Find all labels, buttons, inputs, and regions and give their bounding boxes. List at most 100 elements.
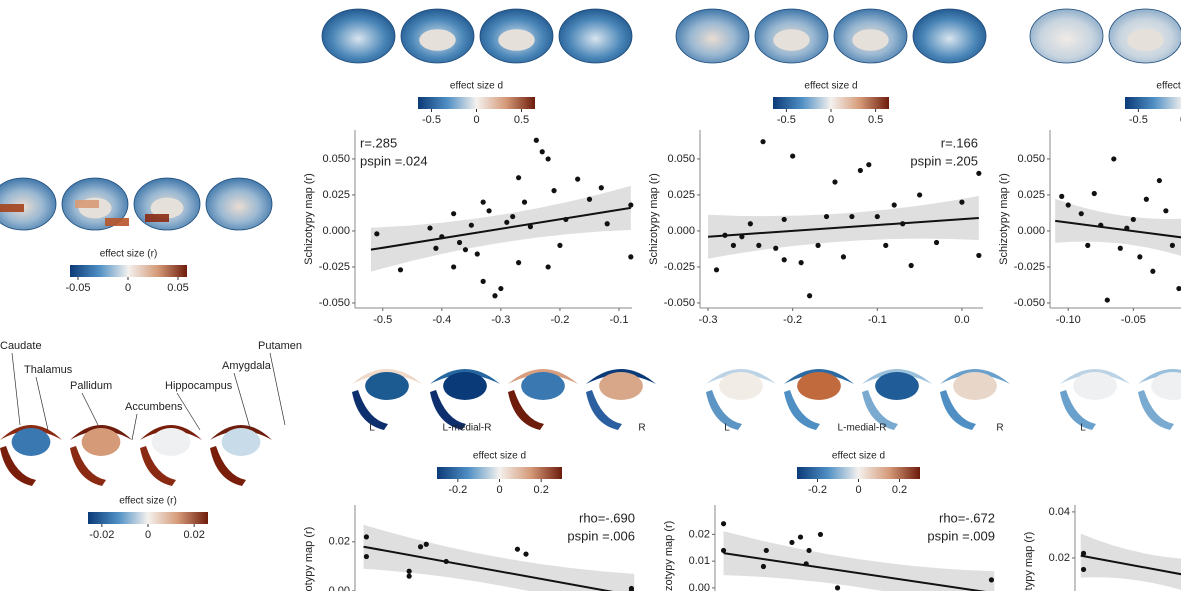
point <box>423 541 429 547</box>
brain-medial <box>419 29 456 51</box>
subcortex-hippocampus <box>1138 390 1174 430</box>
y-axis-label: Schizotypy map (r) <box>998 173 1010 265</box>
subcortex-hippocampus <box>508 390 544 430</box>
subcortex-putamen <box>210 425 272 440</box>
fit-line <box>1080 554 1181 576</box>
y-tick-label: -0.025 <box>1014 261 1045 273</box>
scatter-panel: 0.02 0.04 Schizotypy map (r) <box>1023 505 1181 591</box>
point <box>1124 225 1130 231</box>
fit-line <box>723 552 987 591</box>
colorbar-tick-label: -0.05 <box>65 282 90 294</box>
fit-line <box>370 206 631 251</box>
point <box>832 179 838 185</box>
subcortex-putamen <box>862 369 932 384</box>
region-pointer <box>11 352 21 426</box>
point <box>406 573 412 579</box>
x-tick-label: -0.1 <box>610 314 629 326</box>
point <box>722 232 728 238</box>
region-label: Thalamus <box>24 364 73 376</box>
y-tick-label: 0.050 <box>667 153 695 165</box>
subcortex-hippocampus <box>140 446 176 486</box>
y-tick-label: 0.050 <box>322 153 350 165</box>
point <box>781 216 787 223</box>
x-tick-label: 0.0 <box>954 314 969 326</box>
subcortex-thalamus <box>521 372 565 400</box>
subcortex-putamen <box>706 369 776 384</box>
hemisphere-label: L <box>1080 423 1086 434</box>
point <box>803 561 809 567</box>
y-tick-label: 0.01 <box>689 555 710 567</box>
colorbar-tick-label: -0.5 <box>777 114 796 126</box>
point <box>840 254 847 260</box>
y-axis-label: Schizotypy map (r) <box>663 521 675 591</box>
subcortex-hippocampus <box>784 390 820 430</box>
point <box>439 234 445 240</box>
colorbar-label: effect size (r) <box>100 249 158 260</box>
brain-surface <box>321 8 396 64</box>
y-tick-label: 0.025 <box>1017 189 1045 201</box>
point <box>427 225 433 231</box>
point <box>849 213 855 220</box>
region-label: Putamen <box>258 340 302 352</box>
point <box>1080 550 1087 556</box>
point <box>834 585 841 591</box>
point <box>492 293 498 299</box>
point <box>628 588 635 591</box>
ci-band <box>1055 198 1181 256</box>
subcortex-putamen <box>140 425 202 440</box>
y-tick-label: -0.050 <box>664 297 695 309</box>
point <box>789 539 795 546</box>
y-tick-label: 0.04 <box>1049 506 1070 518</box>
brain-patch <box>0 204 24 212</box>
point <box>988 577 995 583</box>
point <box>486 208 492 214</box>
subcortex-putamen <box>70 425 132 440</box>
y-tick-label: 0.00 <box>329 585 350 591</box>
brain-medial <box>498 29 535 51</box>
point <box>760 139 766 145</box>
subcortex-thalamus <box>365 372 409 400</box>
y-tick-label: 0.02 <box>329 536 350 548</box>
subcortex-putamen <box>1060 369 1130 384</box>
subcortex-hippocampus <box>862 390 898 430</box>
region-label: Caudate <box>0 340 42 352</box>
y-tick-label: -0.050 <box>319 297 350 309</box>
point <box>959 199 965 205</box>
region-label: Amygdala <box>222 360 272 372</box>
y-tick-label: 0.000 <box>1017 225 1045 237</box>
region-pointer <box>269 352 286 426</box>
y-tick-label: 0.025 <box>667 189 695 201</box>
point <box>739 234 745 240</box>
point <box>1059 193 1065 199</box>
point <box>976 170 982 176</box>
subcortex-thalamus <box>953 372 997 400</box>
fit-line <box>363 545 614 591</box>
subcortex-hippocampus <box>430 390 466 430</box>
point <box>504 219 510 225</box>
point <box>480 199 486 205</box>
point <box>474 251 480 257</box>
colorbar-tick-label: -0.5 <box>422 114 441 126</box>
stat-annotation: pspin =.205 <box>910 153 978 168</box>
point <box>790 153 796 159</box>
colorbar-tick-label: 0.5 <box>514 114 529 126</box>
point <box>462 247 469 253</box>
point <box>406 568 412 574</box>
x-tick-label: -0.4 <box>432 314 451 326</box>
region-pointer <box>131 413 138 441</box>
subcortex-hippocampus <box>352 390 388 430</box>
x-tick-label: -0.2 <box>783 314 802 326</box>
x-tick-label: -0.3 <box>699 314 718 326</box>
point <box>533 137 539 143</box>
y-tick-label: 0.000 <box>322 225 350 237</box>
point <box>760 563 767 570</box>
x-tick-label: -0.2 <box>550 314 569 326</box>
point <box>557 242 563 248</box>
subcortex-thalamus <box>221 428 261 456</box>
point <box>1111 156 1117 162</box>
point <box>720 547 727 554</box>
point <box>539 149 545 155</box>
subcortex-putamen <box>0 425 62 440</box>
